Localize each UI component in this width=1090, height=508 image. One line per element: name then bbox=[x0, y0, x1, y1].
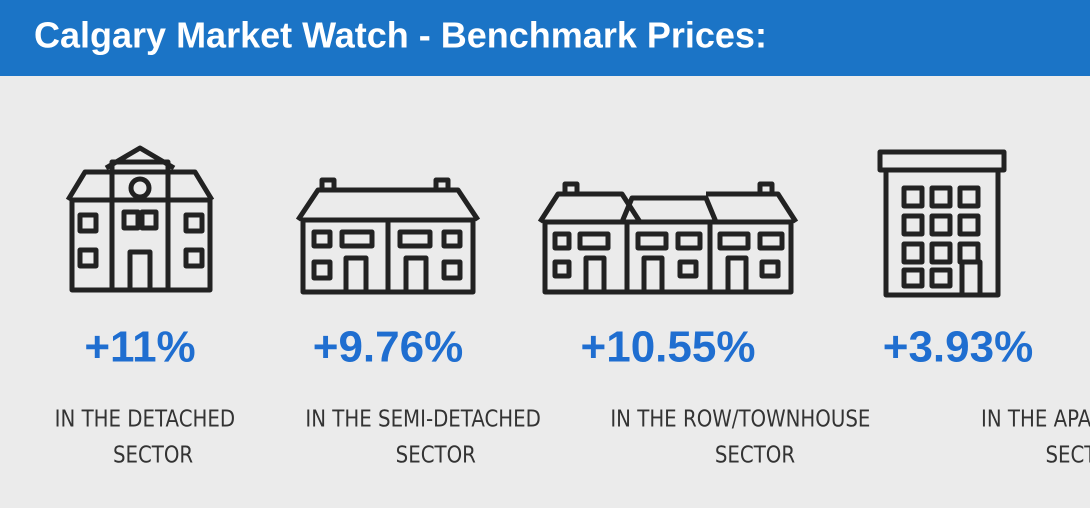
icon-semi-detached bbox=[295, 177, 481, 295]
sector-label: SECTOR bbox=[715, 442, 795, 469]
sector-label: IN THE APARTMENT bbox=[981, 406, 1090, 433]
header-title: Calgary Market Watch - Benchmark Prices: bbox=[34, 15, 767, 56]
percent-change: +9.76% bbox=[313, 323, 463, 372]
header-bar bbox=[0, 0, 1090, 76]
icon-apartment bbox=[877, 149, 1007, 298]
percent-change: +3.93% bbox=[883, 323, 1033, 372]
sector-label: IN THE ROW/TOWNHOUSE bbox=[610, 406, 870, 433]
sector-label: SECTOR bbox=[113, 442, 193, 469]
sector-label: IN THE DETACHED bbox=[55, 406, 235, 433]
sector-label: IN THE SEMI-DETACHED bbox=[305, 406, 540, 433]
icon-row-townhouse bbox=[537, 181, 799, 295]
percent-change: +10.55% bbox=[581, 323, 756, 372]
percent-change: +11% bbox=[84, 323, 195, 372]
sector-label: SECTOR bbox=[396, 442, 476, 469]
icon-detached bbox=[65, 145, 215, 293]
sector-label: SECTOR bbox=[1045, 442, 1090, 469]
